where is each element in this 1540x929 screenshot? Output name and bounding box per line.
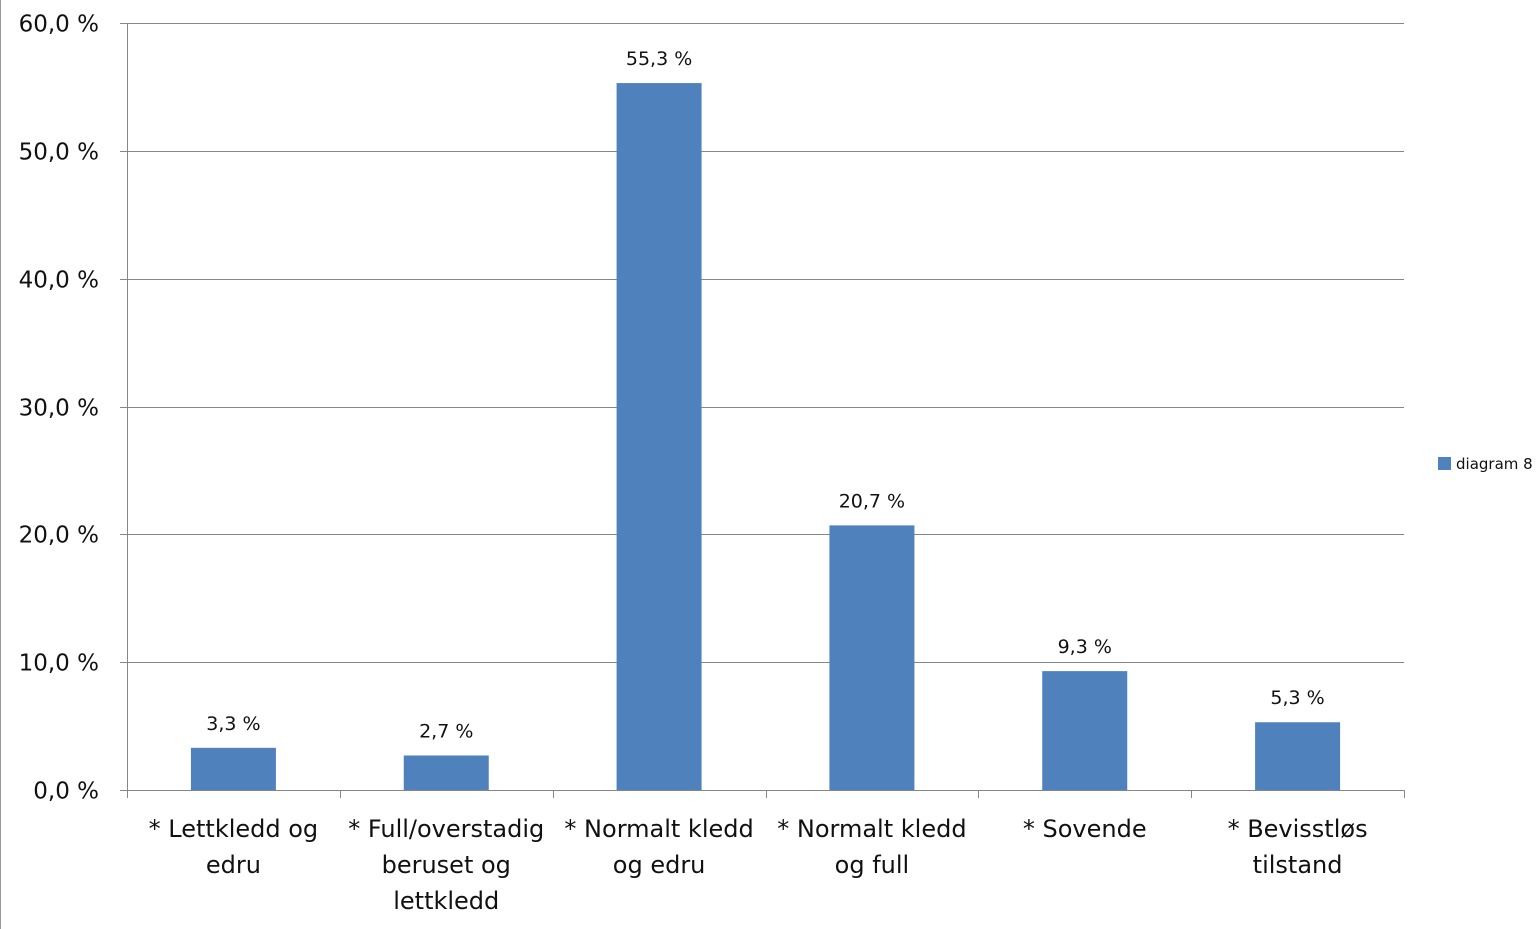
bars: 3,3 % 2,7 % 55,3 % 20,7 % 9,3 % 5,3 % (190, 48, 1341, 790)
y-tick-label: 0,0 % (33, 779, 99, 805)
category-label-line: * Sovende (1023, 815, 1147, 843)
category-label-line: * Lettkledd og (149, 815, 319, 843)
bar (616, 83, 702, 790)
category-label-line: og full (835, 851, 910, 879)
bar (1042, 671, 1128, 790)
category-label-line: * Bevisstløs (1228, 815, 1368, 843)
category-label: * Normalt kledd og full (777, 815, 966, 879)
bar (403, 755, 489, 790)
y-axis-ticks: 0,0 % 10,0 % 20,0 % 30,0 % 40,0 % 50,0 % 60,0 … (19, 12, 128, 805)
y-tick-label: 40,0 % (19, 268, 99, 294)
data-label: 55,3 % (626, 48, 692, 70)
y-tick-label: 30,0 % (19, 396, 99, 422)
category-label-line: * Normalt kledd (564, 815, 753, 843)
gridlines (127, 23, 1404, 663)
data-label: 3,3 % (206, 713, 260, 735)
category-label-line: beruset og (382, 851, 511, 879)
category-label: * Sovende (1023, 815, 1147, 843)
category-label: * Lettkledd og edru (149, 815, 319, 879)
category-label-line: * Normalt kledd (777, 815, 966, 843)
category-label-line: edru (206, 851, 261, 879)
data-label: 5,3 % (1270, 687, 1324, 709)
legend: diagram 8 (1438, 455, 1533, 473)
legend-swatch (1438, 457, 1451, 470)
category-label: * Normalt kledd og edru (564, 815, 753, 879)
y-tick-label: 60,0 % (19, 12, 99, 38)
x-axis: * Lettkledd og edru * Full/overstadig berus… (127, 790, 1405, 915)
category-label-line: tilstand (1253, 851, 1343, 879)
category-label-line: lettkledd (393, 887, 499, 915)
category-label-line: * Full/overstadig (348, 815, 544, 843)
data-label: 9,3 % (1058, 636, 1112, 658)
category-label: * Full/overstadig beruset og lettkledd (348, 815, 544, 915)
bar (829, 525, 915, 790)
data-label: 20,7 % (839, 490, 905, 512)
bar (190, 747, 276, 790)
legend-label: diagram 8 (1456, 455, 1533, 473)
bar (1255, 722, 1341, 790)
category-label: * Bevisstløs tilstand (1228, 815, 1368, 879)
category-label-line: og edru (613, 851, 706, 879)
y-tick-label: 50,0 % (19, 140, 99, 166)
data-label: 2,7 % (419, 720, 473, 742)
y-tick-label: 20,0 % (19, 523, 99, 549)
y-tick-label: 10,0 % (19, 651, 99, 677)
